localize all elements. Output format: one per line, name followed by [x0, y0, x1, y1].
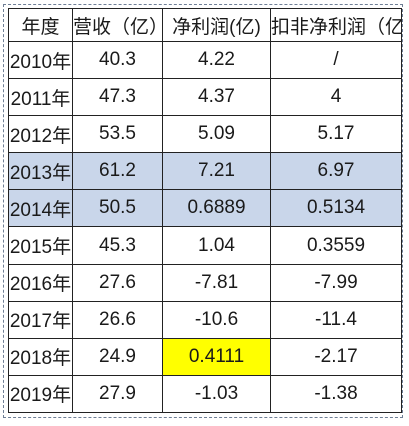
cell-year: 2019年	[8, 374, 73, 413]
cell-revenue: 40.3	[72, 40, 163, 80]
cell-revenue: 27.6	[72, 263, 163, 302]
cell-revenue: 47.3	[72, 78, 163, 117]
table-row: 2017年 26.6 -10.6 -11.4	[8, 300, 402, 339]
cell-year: 2016年	[8, 263, 73, 302]
cell-year: 2018年	[8, 337, 73, 376]
financial-table: 年度 营收（亿） 净利润(亿) 扣非净利润（亿） 2010年 40.3 4.22…	[8, 8, 402, 413]
table-row: 2011年 47.3 4.37 4	[8, 78, 402, 117]
table-row: 2016年 27.6 -7.81 -7.99	[8, 263, 402, 302]
table-row: 2019年 27.9 -1.03 -1.38	[8, 374, 402, 413]
table-row-highlighted: 2013年 61.2 7.21 6.97	[8, 152, 402, 191]
cell-deducted-net-profit: 4	[270, 78, 402, 117]
cell-net-profit: -7.81	[162, 263, 271, 302]
cell-deducted-net-profit: 0.3559	[270, 226, 402, 265]
cell-year: 2014年	[8, 189, 73, 228]
cell-year: 2012年	[8, 115, 73, 154]
cell-revenue: 45.3	[72, 226, 163, 265]
table-row: 2015年 45.3 1.04 0.3559	[8, 226, 402, 265]
cell-year: 2017年	[8, 300, 73, 339]
table-row: 2010年 40.3 4.22 /	[8, 40, 402, 80]
cell-net-profit-highlighted: 0.4111	[162, 337, 271, 376]
header-net-profit: 净利润(亿)	[162, 8, 271, 42]
cell-revenue: 50.5	[72, 189, 163, 228]
cell-net-profit: 5.09	[162, 115, 271, 154]
cell-deducted-net-profit: -11.4	[270, 300, 402, 339]
cell-deducted-net-profit: 6.97	[270, 152, 402, 191]
table-row-highlighted: 2014年 50.5 0.6889 0.5134	[8, 189, 402, 228]
cell-revenue: 61.2	[72, 152, 163, 191]
table-row: 2018年 24.9 0.4111 -2.17	[8, 337, 402, 376]
cell-net-profit: 0.6889	[162, 189, 271, 228]
cell-deducted-net-profit: 0.5134	[270, 189, 402, 228]
cell-deducted-net-profit: /	[270, 40, 402, 80]
header-year: 年度	[8, 8, 73, 42]
cell-net-profit: 1.04	[162, 226, 271, 265]
cell-year: 2010年	[8, 40, 73, 80]
cell-net-profit: 7.21	[162, 152, 271, 191]
cell-revenue: 27.9	[72, 374, 163, 413]
cell-deducted-net-profit: -7.99	[270, 263, 402, 302]
cell-year: 2011年	[8, 78, 73, 117]
cell-net-profit: -1.03	[162, 374, 271, 413]
header-deducted-net-profit: 扣非净利润（亿）	[270, 8, 402, 42]
cell-deducted-net-profit: 5.17	[270, 115, 402, 154]
cell-deducted-net-profit: -2.17	[270, 337, 402, 376]
table-frame	[3, 4, 403, 418]
cell-deducted-net-profit: -1.38	[270, 374, 402, 413]
cell-revenue: 24.9	[72, 337, 163, 376]
cell-revenue: 26.6	[72, 300, 163, 339]
cell-net-profit: -10.6	[162, 300, 271, 339]
cell-year: 2015年	[8, 226, 73, 265]
cell-revenue: 53.5	[72, 115, 163, 154]
table-header-row: 年度 营收（亿） 净利润(亿) 扣非净利润（亿）	[8, 8, 402, 42]
table-row: 2012年 53.5 5.09 5.17	[8, 115, 402, 154]
cell-net-profit: 4.37	[162, 78, 271, 117]
header-revenue: 营收（亿）	[72, 8, 163, 42]
cell-year: 2013年	[8, 152, 73, 191]
cell-net-profit: 4.22	[162, 40, 271, 80]
